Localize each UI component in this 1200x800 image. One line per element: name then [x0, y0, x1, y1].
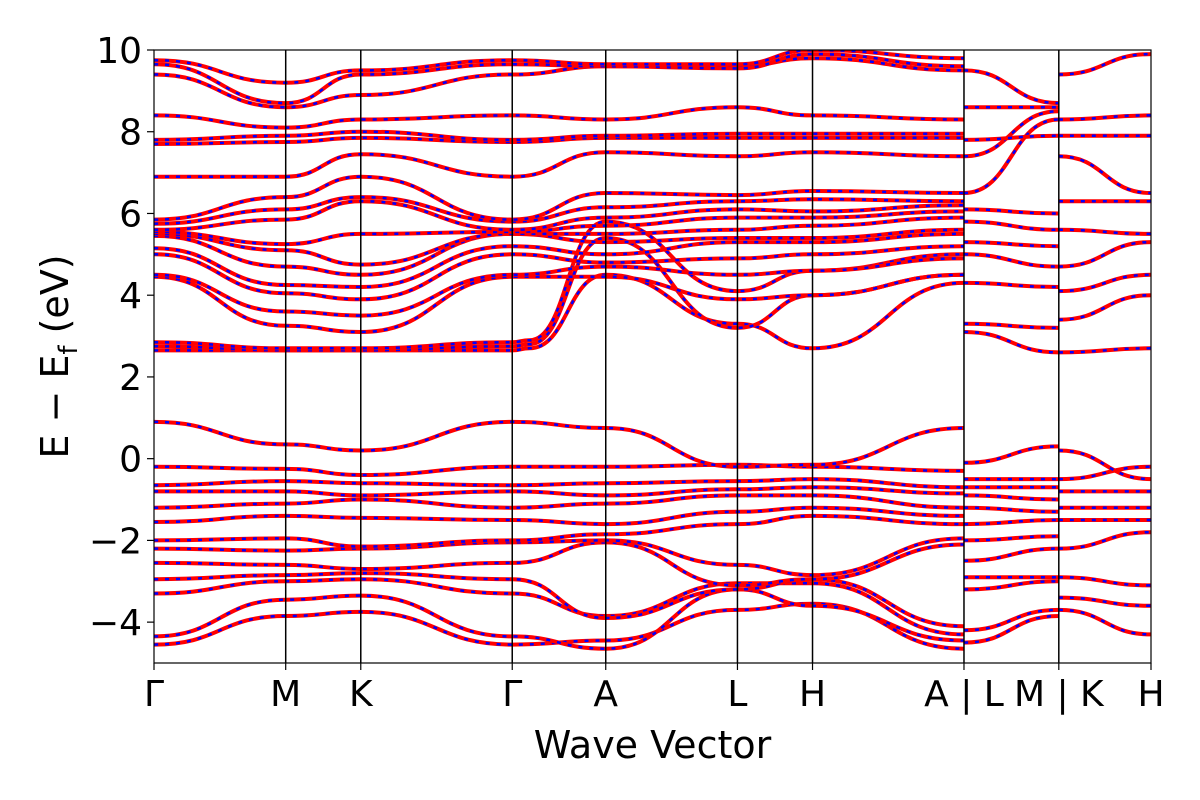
band-line-b: [1058, 293, 1151, 321]
band-line-b: [154, 486, 965, 497]
band-line-a: [154, 105, 965, 130]
x-tick-label: Γ: [144, 674, 164, 715]
band-line-b: [154, 506, 965, 526]
y-axis-label-subscript: f: [54, 345, 84, 355]
band-line-a: [963, 330, 1059, 355]
band-line-a: [1058, 154, 1151, 195]
band-line-b: [154, 477, 965, 489]
band-line-b: [1058, 273, 1151, 293]
band-line-b: [963, 322, 1059, 330]
band-line-b: [1058, 530, 1151, 550]
band-line-b: [154, 56, 965, 109]
y-tick-label: 8: [119, 113, 142, 154]
band-line-b: [1058, 114, 1151, 121]
y-tick-label: 10: [96, 31, 142, 72]
band-line-b: [963, 69, 1059, 105]
band-line-a: [963, 68, 1059, 106]
band-line-a: [1058, 240, 1151, 269]
x-axis-label: Wave Vector: [534, 723, 772, 767]
band-line-b: [963, 240, 1059, 248]
band-line-b: [963, 253, 1059, 268]
band-line-b: [1058, 449, 1151, 481]
band-line-b: [154, 130, 964, 142]
band-line-b: [963, 580, 1059, 591]
band-line-b: [963, 330, 1059, 354]
band-line-b: [154, 577, 965, 636]
y-axis-label: E − Ef (eV): [33, 254, 84, 458]
y-axis-label-unit: (eV): [33, 254, 77, 345]
band-line-b: [963, 445, 1059, 465]
band-line-b: [963, 535, 1059, 542]
band-line-b: [154, 537, 965, 577]
band-line-b: [963, 134, 1059, 142]
band-line-b: [154, 52, 965, 105]
x-tick-label: Γ: [502, 674, 522, 715]
band-line-b: [1058, 240, 1151, 268]
x-tick-label: M: [270, 674, 301, 715]
y-tick-label: −4: [89, 603, 142, 644]
x-tick-label: H: [799, 674, 826, 715]
x-tick-label: A: [593, 674, 618, 715]
band-line-b: [154, 232, 965, 289]
y-tick-label: −2: [89, 521, 142, 562]
x-tick-label: H: [1137, 674, 1164, 715]
y-tick-label: 2: [119, 358, 142, 399]
band-line-b: [963, 110, 1059, 158]
band-line-b: [1058, 575, 1151, 587]
band-line-b: [963, 608, 1059, 632]
plot-frame: [153, 49, 1152, 664]
band-line-b: [963, 220, 1059, 232]
band-line-b: [963, 281, 1059, 289]
band-line-b: [154, 420, 965, 469]
band-line-b: [154, 136, 964, 146]
band-line-b: [1058, 465, 1151, 481]
band-line-a: [963, 109, 1059, 159]
band-line-a: [1058, 607, 1151, 637]
y-axis: −4 −2 0 2 4 6 8 10: [89, 31, 154, 644]
band-line-b: [1058, 596, 1151, 608]
band-line-b: [154, 273, 965, 352]
x-tick-label: K: [349, 674, 374, 715]
band-line-b: [963, 118, 1059, 195]
band-line-b: [963, 506, 1059, 514]
band-line-b: [963, 494, 1059, 501]
x-tick-label: A | L: [924, 674, 1004, 715]
band-line-b: [1058, 52, 1151, 76]
band-line-b: [1058, 155, 1151, 195]
band-line-b: [1058, 347, 1151, 354]
x-tick-label: M | K: [1014, 674, 1105, 715]
bands-layer: [154, 50, 1151, 651]
band-line-b: [1058, 228, 1151, 236]
band-line-a: [963, 444, 1059, 465]
x-tick-label: L: [727, 674, 747, 715]
band-line-a: [154, 219, 965, 351]
kpath-lines: [284, 50, 1060, 663]
band-line-b: [1058, 608, 1151, 636]
band-line-b: [963, 547, 1059, 563]
y-tick-label: 4: [119, 276, 142, 317]
band-line-b: [963, 518, 1059, 526]
band-line-a: [154, 150, 965, 179]
band-line-b: [154, 494, 965, 509]
band-line-b: [963, 614, 1059, 644]
y-axis-label-main: E − E: [33, 355, 77, 459]
band-line-a: [154, 493, 965, 510]
band-line-a: [154, 536, 965, 578]
band-line-a: [1058, 293, 1151, 322]
band-line-b: [154, 244, 965, 301]
band-line-b: [963, 208, 1059, 215]
y-tick-label: 6: [119, 194, 142, 235]
y-tick-label: 0: [119, 440, 142, 481]
